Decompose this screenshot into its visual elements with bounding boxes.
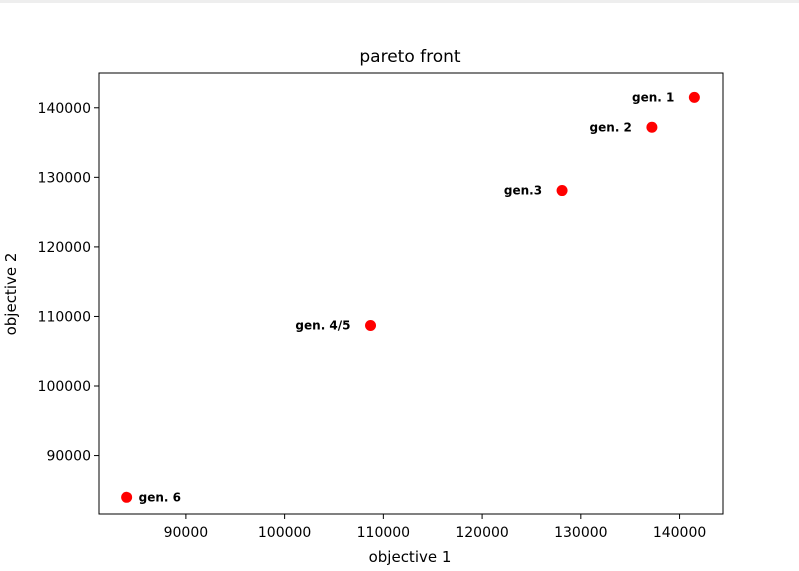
y-axis: 90000 100000 110000 120000 130000 140000	[38, 101, 99, 465]
y-tick-label: 130000	[38, 170, 91, 186]
chart-title: pareto front	[359, 47, 461, 67]
plot-area	[98, 72, 724, 515]
x-tick-label: 100000	[258, 525, 311, 541]
point-annotation: gen. 2	[590, 120, 632, 134]
y-axis-label: objective 2	[2, 253, 20, 336]
x-axis: 90000 100000 110000 120000 130000 140000	[164, 514, 706, 541]
point-annotation: gen. 4/5	[295, 318, 350, 332]
top-bar	[0, 0, 799, 3]
point-annotation: gen.3	[504, 184, 542, 198]
y-tick-label: 90000	[46, 449, 91, 465]
y-tick-label: 100000	[38, 379, 91, 395]
y-tick-label: 110000	[38, 309, 91, 325]
data-point	[646, 121, 658, 133]
x-tick-label: 130000	[554, 525, 607, 541]
data-point	[688, 91, 700, 103]
x-tick-label: 110000	[357, 525, 410, 541]
point-annotation: gen. 1	[632, 90, 674, 104]
x-tick-label: 120000	[455, 525, 508, 541]
x-tick-label: 140000	[653, 525, 706, 541]
x-tick-label: 90000	[164, 525, 209, 541]
point-annotation: gen. 6	[139, 490, 181, 504]
data-point	[556, 185, 568, 197]
y-tick-label: 120000	[38, 240, 91, 256]
x-axis-label: objective 1	[369, 548, 452, 566]
data-point	[365, 319, 377, 331]
y-tick-label: 140000	[38, 101, 91, 117]
data-point	[121, 491, 133, 503]
data-points: gen. 1 gen. 2 gen.3 gen. 4/5 gen. 6	[121, 90, 700, 504]
